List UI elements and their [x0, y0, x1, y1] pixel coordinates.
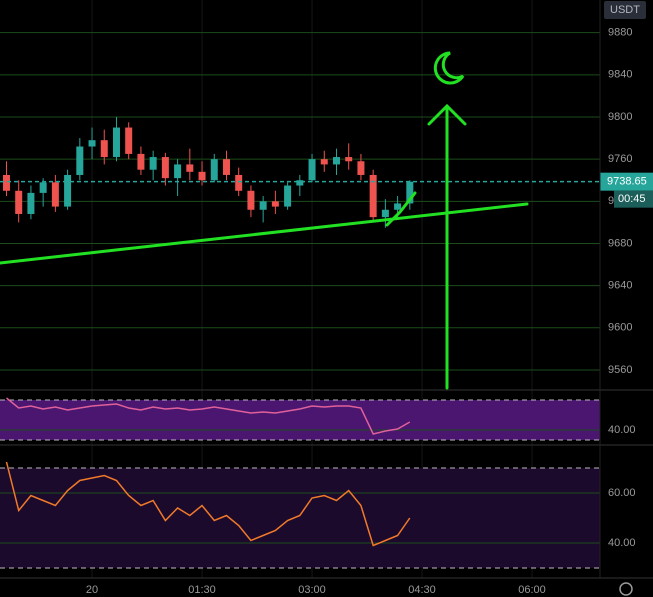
y-tick-label: 9760 — [608, 153, 632, 165]
candle-body — [125, 127, 133, 154]
y-tick-label: 9560 — [608, 364, 632, 376]
y-tick-label: 40.00 — [608, 537, 636, 549]
candle-body — [345, 157, 353, 162]
annotations — [0, 51, 529, 390]
currency-badge — [604, 1, 646, 19]
candle-body — [186, 164, 194, 172]
last-price-badge — [600, 172, 653, 191]
candle-body — [161, 157, 169, 179]
x-tick-label: 04:30 — [408, 584, 436, 596]
x-tick-label: 03:00 — [298, 584, 326, 596]
currency: USDT — [610, 4, 640, 16]
x-tick-label: 20 — [86, 584, 98, 596]
y-tick-label: 40.00 — [608, 424, 636, 436]
candle-body — [271, 201, 279, 207]
check-stroke — [385, 191, 417, 227]
y-tick-label: 9840 — [608, 69, 632, 81]
candle-body — [235, 174, 243, 191]
y-tick-label: 60.00 — [608, 487, 636, 499]
candle-body — [137, 153, 145, 170]
candle-body — [2, 174, 10, 191]
x-tick-label: 01:30 — [188, 584, 216, 596]
candle-body — [369, 174, 377, 218]
arrow-head — [427, 103, 467, 126]
candle-body — [357, 161, 365, 175]
candle-body — [284, 185, 292, 207]
indicator-line — [5, 461, 411, 547]
candle-body — [88, 140, 96, 147]
indicator-band — [0, 468, 600, 568]
y-tick-label: 9600 — [608, 322, 632, 334]
candle-body — [332, 157, 340, 165]
x-tick-label: 06:00 — [518, 584, 546, 596]
candle-body — [149, 157, 157, 170]
candle-body — [210, 159, 218, 181]
candle-body — [259, 201, 267, 210]
candle-body — [222, 159, 230, 175]
indicator-line — [6, 397, 411, 435]
candle-body — [308, 159, 316, 181]
candle-body — [64, 174, 72, 207]
candle-body — [394, 203, 402, 210]
candle-body — [296, 180, 304, 186]
candle-body — [320, 159, 328, 165]
last-price-label: 9738.65 — [607, 176, 647, 188]
candle-body — [198, 171, 206, 181]
moon-icon — [433, 51, 465, 85]
candle-body — [100, 140, 108, 158]
candle-body — [27, 192, 35, 214]
indicator-band — [0, 400, 600, 440]
candle-body — [76, 146, 84, 175]
y-tick-label: 9800 — [608, 111, 632, 123]
candle-body — [174, 164, 182, 179]
trend-line — [0, 202, 529, 265]
candle-body — [381, 209, 389, 218]
candle-body — [247, 190, 255, 210]
y-tick-label: 9680 — [608, 237, 632, 249]
candle-body — [15, 190, 23, 214]
countdown-label: 00:45 — [618, 193, 646, 205]
y-tick-label: 9880 — [608, 27, 632, 39]
candle-body — [112, 127, 120, 158]
candle-body — [39, 182, 47, 193]
y-tick-label: 9640 — [608, 280, 632, 292]
candle-body — [51, 182, 59, 207]
candle-body — [406, 181, 414, 204]
settings-icon[interactable] — [619, 582, 633, 596]
countdown-badge — [614, 190, 653, 208]
